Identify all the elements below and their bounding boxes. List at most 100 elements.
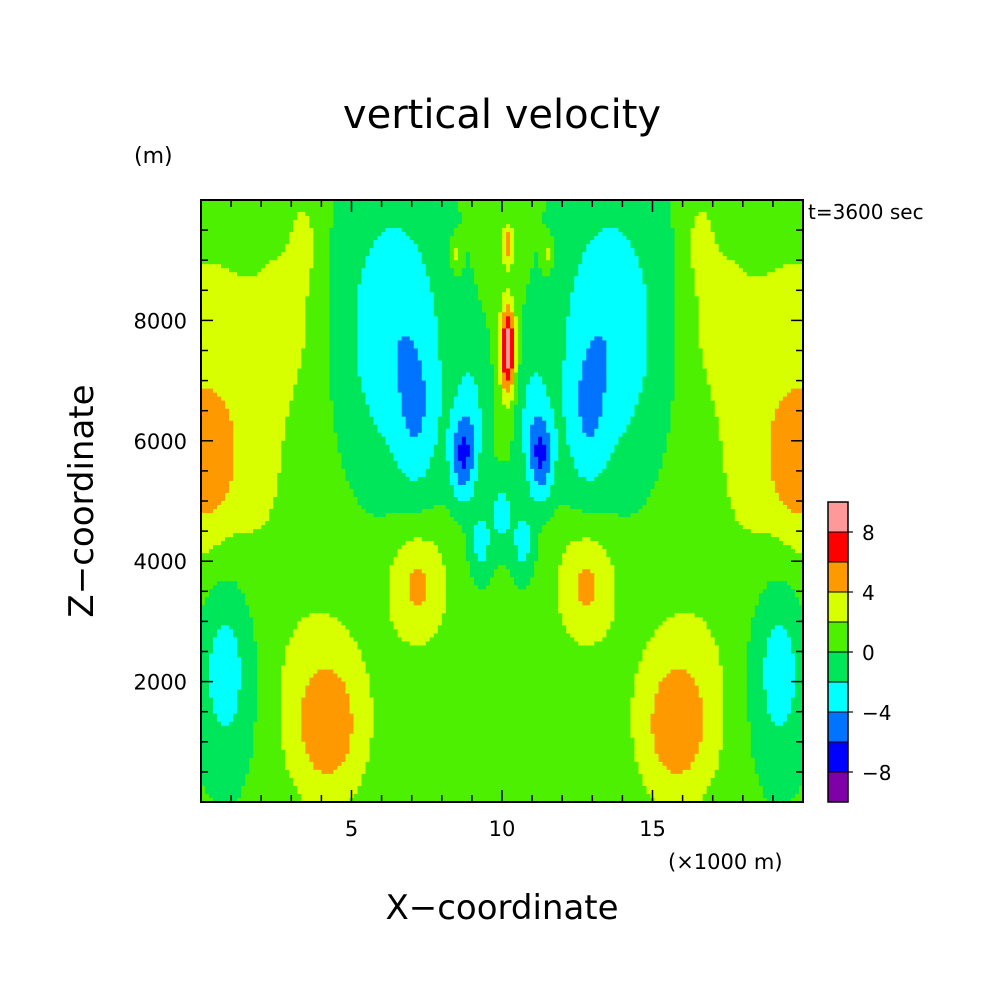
field-cell xyxy=(682,232,688,237)
field-cell xyxy=(449,312,455,317)
field-cell xyxy=(337,308,343,313)
field-cell xyxy=(798,224,803,229)
field-cell xyxy=(377,272,383,277)
field-cell xyxy=(385,272,391,277)
field-cell xyxy=(694,204,700,209)
field-cell xyxy=(630,216,636,221)
field-cell xyxy=(321,260,327,265)
field-cell xyxy=(213,260,218,265)
field-cell xyxy=(654,216,660,221)
field-cell xyxy=(461,284,467,289)
field-cell xyxy=(265,288,270,293)
field-cell xyxy=(361,324,367,330)
field-cell xyxy=(706,280,712,285)
field-cell xyxy=(365,268,371,273)
field-cell xyxy=(602,312,607,317)
field-cell xyxy=(293,328,298,334)
field-cell xyxy=(538,292,543,297)
field-cell xyxy=(341,276,347,281)
field-cell xyxy=(782,220,788,225)
field-cell xyxy=(674,328,680,334)
field-cell xyxy=(606,208,611,213)
field-cell xyxy=(449,244,455,249)
field-cell xyxy=(341,200,347,205)
field-cell xyxy=(297,212,302,217)
field-cell xyxy=(598,292,603,297)
field-cell xyxy=(221,332,226,338)
field-cell xyxy=(225,304,230,309)
field-cell xyxy=(293,244,298,249)
field-cell xyxy=(798,296,803,301)
field-cell xyxy=(477,312,483,317)
field-cell xyxy=(377,240,383,245)
field-cell xyxy=(722,300,728,305)
field-cell xyxy=(205,252,210,257)
field-cell xyxy=(606,288,611,293)
field-cell xyxy=(481,248,487,253)
field-cell xyxy=(762,276,768,281)
field-cell xyxy=(558,324,563,330)
field-cell xyxy=(594,316,599,321)
field-cell xyxy=(554,220,559,225)
field-cell xyxy=(301,304,306,309)
field-cell xyxy=(534,260,539,265)
field-cell xyxy=(301,256,306,261)
field-cell xyxy=(417,268,423,273)
field-cell xyxy=(301,232,306,237)
field-cell xyxy=(361,260,367,265)
field-cell xyxy=(445,280,451,285)
x-axis-unit: (×1000 m) xyxy=(668,850,783,874)
field-cell xyxy=(538,224,543,229)
field-cell xyxy=(682,216,688,221)
field-cell xyxy=(453,264,459,269)
field-cell xyxy=(534,280,539,285)
field-cell xyxy=(325,328,331,334)
field-cell xyxy=(774,312,780,317)
field-cell xyxy=(285,280,290,285)
field-cell xyxy=(682,264,688,269)
field-cell xyxy=(610,276,615,281)
field-cell xyxy=(538,288,543,293)
field-cell xyxy=(205,276,210,281)
field-cell xyxy=(610,244,615,249)
field-cell xyxy=(678,296,684,301)
field-cell xyxy=(373,272,379,277)
field-cell xyxy=(357,272,363,277)
field-cell xyxy=(538,284,543,289)
field-cell xyxy=(794,208,800,213)
field-cell xyxy=(361,248,367,253)
field-cell xyxy=(301,204,306,209)
field-cell xyxy=(778,224,784,229)
field-cell xyxy=(297,208,302,213)
field-cell xyxy=(405,288,411,293)
field-cell xyxy=(385,256,391,261)
field-cell xyxy=(630,256,636,261)
field-cell xyxy=(698,256,704,261)
field-cell xyxy=(646,208,652,213)
field-cell xyxy=(686,276,692,281)
field-cell xyxy=(666,248,672,253)
field-cell xyxy=(766,324,772,330)
field-cell xyxy=(409,208,415,213)
field-cell xyxy=(746,240,752,245)
field-cell xyxy=(405,240,411,245)
field-cell xyxy=(782,228,788,233)
field-cell xyxy=(217,312,222,317)
field-cell xyxy=(686,252,692,257)
field-cell xyxy=(481,280,487,285)
field-cell xyxy=(574,300,579,305)
field-cell xyxy=(678,276,684,281)
field-cell xyxy=(445,216,451,221)
field-cell xyxy=(514,236,519,241)
field-cell xyxy=(381,204,387,209)
field-cell xyxy=(698,272,704,277)
field-cell xyxy=(413,212,419,217)
field-cell xyxy=(570,304,575,309)
field-cell xyxy=(654,208,660,213)
field-cell xyxy=(654,256,660,261)
field-cell xyxy=(586,304,591,309)
field-cell xyxy=(489,304,495,309)
field-cell xyxy=(417,324,423,330)
field-cell xyxy=(345,228,351,233)
field-cell xyxy=(726,320,732,326)
